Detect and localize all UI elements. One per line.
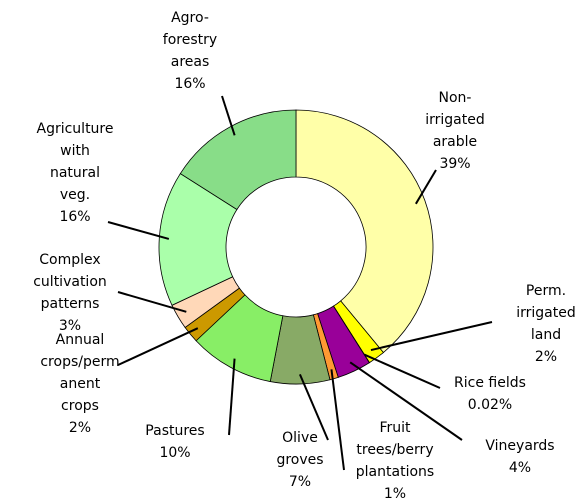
leader-line [349,361,463,441]
leader-line [363,353,441,389]
slice-label: Non-irrigated arable [425,90,485,150]
leader-line [117,291,187,313]
value-label: 2% [535,349,557,365]
slice-label: Vineyards [485,438,554,454]
value-label: 0.02% [468,397,512,413]
value-label: 1% [384,486,406,502]
value-label: 16% [174,76,205,92]
leader-line [221,95,236,136]
slice [295,109,434,354]
slice-label: Rice fields [454,375,526,391]
value-label: 39% [439,156,470,172]
leader-line [228,358,236,436]
leader-line [415,169,437,205]
leader-line [107,221,170,240]
leader-line [330,369,345,471]
slice-label: Pastures [145,423,204,439]
slice-label: Annual crops/perm anent crops [40,332,119,414]
leader-line [299,373,329,441]
value-label: 4% [509,460,531,476]
value-label: 10% [159,445,190,461]
slice-label: Perm. irrigated land [516,283,576,343]
value-label: 3% [59,318,81,334]
slice-label: Olive groves [276,430,323,468]
value-label: 2% [69,420,91,436]
value-label: 7% [289,474,311,490]
slice-label: Agriculture with natural veg. [37,121,114,203]
value-label: 16% [59,209,90,225]
slice-label: Agro-forestry areas [163,10,217,70]
slice-label: Fruit trees/berry plantations [356,420,434,480]
leader-line [117,327,199,366]
leader-line [370,321,493,352]
slice [179,109,297,211]
slice-label: Complex cultivation patterns [33,252,107,312]
